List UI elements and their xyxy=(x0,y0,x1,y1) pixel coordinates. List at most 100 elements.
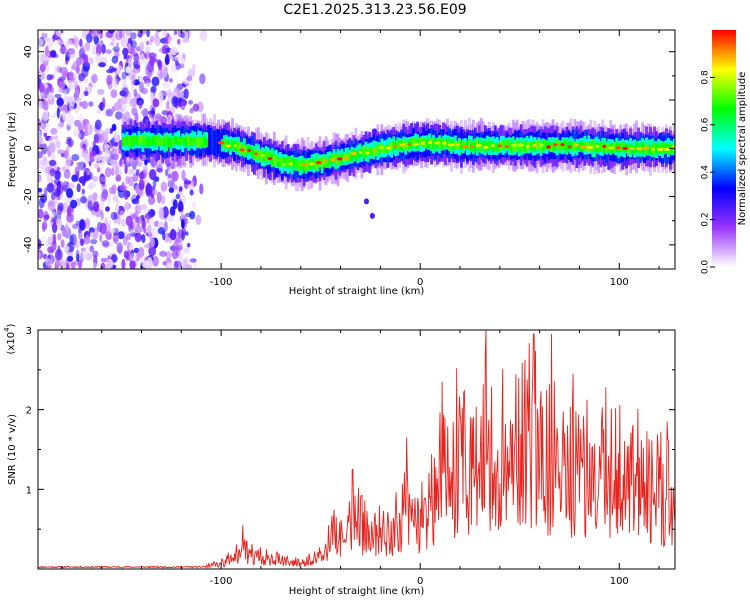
noise-cell xyxy=(79,113,84,123)
band-cell xyxy=(390,142,394,150)
band-cell xyxy=(364,148,368,159)
band-cell xyxy=(396,141,400,149)
band-cell xyxy=(627,145,630,155)
band-cell xyxy=(225,139,228,148)
band-cell xyxy=(649,146,652,154)
noise-cell xyxy=(156,167,163,173)
noise-cell xyxy=(71,174,78,182)
noise-cell xyxy=(66,114,74,126)
band-peak xyxy=(365,151,370,155)
noise-cell xyxy=(120,218,126,227)
band-cell xyxy=(133,135,137,143)
noise-cell xyxy=(88,57,94,65)
band-cell xyxy=(177,137,181,146)
noise-cell xyxy=(160,181,168,192)
band-cell xyxy=(157,138,161,147)
y-multiplier-base: (x10 xyxy=(6,332,17,355)
band-cell xyxy=(460,141,463,150)
snr-series-line xyxy=(38,330,675,569)
band-cell xyxy=(290,158,294,166)
noise-cell xyxy=(81,100,88,110)
noise-cell xyxy=(96,109,102,114)
y-tick-label: 3 xyxy=(26,326,32,337)
band-cell xyxy=(129,136,133,147)
band-cell xyxy=(633,146,636,154)
noise-cell xyxy=(56,97,64,107)
noise-cell xyxy=(114,64,123,75)
noise-cell xyxy=(60,152,65,158)
noise-cell xyxy=(57,149,65,155)
noise-cell xyxy=(45,242,52,248)
noise-cell xyxy=(46,94,51,100)
band-cell xyxy=(231,140,234,149)
noise-cell xyxy=(129,259,136,269)
band-cell xyxy=(507,140,511,150)
noise-cell xyxy=(192,63,196,71)
band-cell xyxy=(356,151,360,159)
noise-cell xyxy=(174,240,183,252)
noise-cell xyxy=(125,30,132,37)
noise-cell xyxy=(95,44,102,56)
noise-cell xyxy=(151,227,159,239)
band-cell xyxy=(298,160,302,169)
noise-cell xyxy=(138,99,143,109)
noise-cell xyxy=(78,47,86,59)
noise-cell xyxy=(62,166,66,171)
noise-cell xyxy=(129,98,138,108)
band-cell xyxy=(599,141,603,152)
noise-cell xyxy=(79,196,87,204)
band-cell xyxy=(135,136,139,145)
noise-cell xyxy=(41,159,48,166)
noise-cell xyxy=(38,251,41,260)
noise-cell xyxy=(91,83,96,88)
noise-cell xyxy=(177,38,181,45)
noise-cell xyxy=(129,45,136,57)
noise-cell xyxy=(141,87,148,95)
noise-cell xyxy=(80,92,85,99)
noise-cell xyxy=(105,109,114,117)
band-cell xyxy=(173,135,177,144)
outlier-blob xyxy=(369,212,375,219)
noise-cell xyxy=(73,128,78,137)
noise-cell xyxy=(74,88,80,100)
band-peak xyxy=(350,151,357,156)
noise-cell xyxy=(107,223,111,234)
band-peak xyxy=(288,162,293,166)
band-cell xyxy=(671,145,674,153)
noise-cell xyxy=(38,173,42,183)
band-cell xyxy=(491,142,495,153)
noise-cell xyxy=(38,69,42,77)
noise-cell xyxy=(185,231,189,236)
noise-cell xyxy=(143,168,148,180)
noise-cell xyxy=(56,30,64,38)
noise-cell xyxy=(59,76,66,81)
band-cell xyxy=(268,152,272,162)
band-cell xyxy=(179,136,183,145)
band-cell xyxy=(326,158,330,167)
noise-cell xyxy=(122,80,127,89)
noise-cell xyxy=(125,215,133,227)
noise-cell xyxy=(89,181,97,188)
band-cell xyxy=(446,137,449,148)
noise-cell xyxy=(76,97,82,110)
band-cell xyxy=(537,140,541,151)
noise-cell xyxy=(162,46,168,55)
band-cell xyxy=(137,136,141,147)
band-cell xyxy=(171,138,175,147)
noise-cell xyxy=(113,219,120,224)
band-peak xyxy=(560,143,565,147)
noise-cell xyxy=(131,198,140,205)
band-peak xyxy=(615,146,621,150)
noise-cell xyxy=(143,227,147,234)
band-cell xyxy=(209,127,212,155)
noise-cell xyxy=(175,60,179,66)
noise-cell xyxy=(94,133,102,144)
noise-cell xyxy=(60,239,65,248)
noise-cell xyxy=(93,35,100,45)
noise-cell xyxy=(141,234,146,243)
band-peak xyxy=(622,146,629,150)
noise-cell xyxy=(119,158,123,167)
noise-cell xyxy=(58,121,65,128)
band-peak xyxy=(372,148,376,152)
